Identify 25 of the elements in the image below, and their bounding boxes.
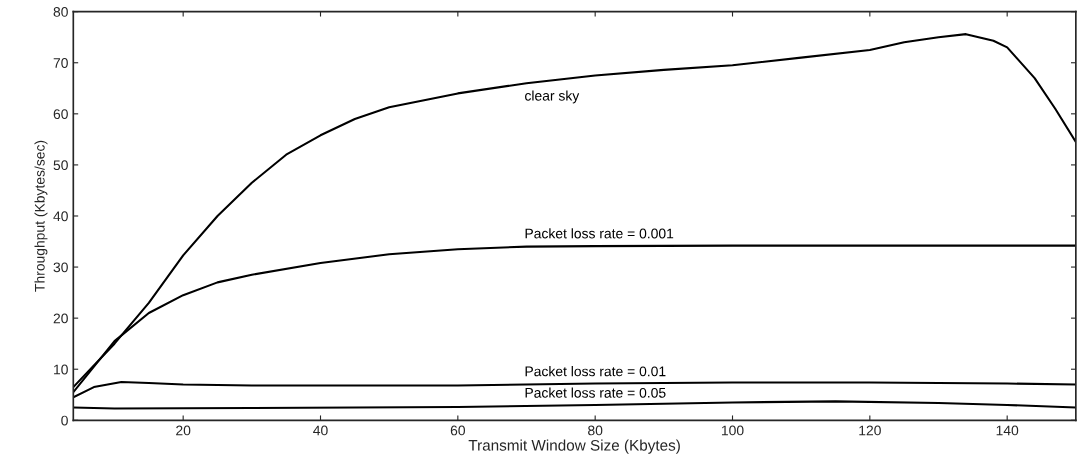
y-tick-label: 30 <box>53 262 68 273</box>
series-label: clear sky <box>525 90 580 104</box>
y-tick-label: 10 <box>54 364 68 375</box>
y-tick-label: 50 <box>53 160 68 171</box>
x-tick-label: 40 <box>313 425 328 436</box>
y-tick-label: 80 <box>53 7 68 17</box>
x-tick-label: 20 <box>176 425 191 436</box>
series-label: Packet loss rate = 0.05 <box>525 387 666 398</box>
x-tick-label: 80 <box>588 425 603 436</box>
x-axis-title: Transmit Window Size (Kbytes) <box>468 439 680 454</box>
series-label: Packet loss rate = 0.01 <box>525 366 666 377</box>
y-tick-label: 70 <box>53 58 68 68</box>
line-series <box>73 380 1076 399</box>
x-tick-label: 120 <box>859 425 881 436</box>
y-tick-label: 20 <box>53 313 68 324</box>
x-tick-label: 60 <box>450 425 466 436</box>
y-axis-title: Throughput (Kbytes/sec) <box>34 140 48 292</box>
line-series <box>73 400 1076 410</box>
y-tick-label: 40 <box>53 211 68 222</box>
y-tick-label: 60 <box>53 109 68 119</box>
line-series <box>73 33 1076 389</box>
x-tick-label: 100 <box>721 425 744 436</box>
series-label: Packet loss rate = 0.001 <box>525 228 674 239</box>
y-tick-label: 0 <box>61 415 68 426</box>
x-tick-label: 140 <box>996 425 1019 436</box>
